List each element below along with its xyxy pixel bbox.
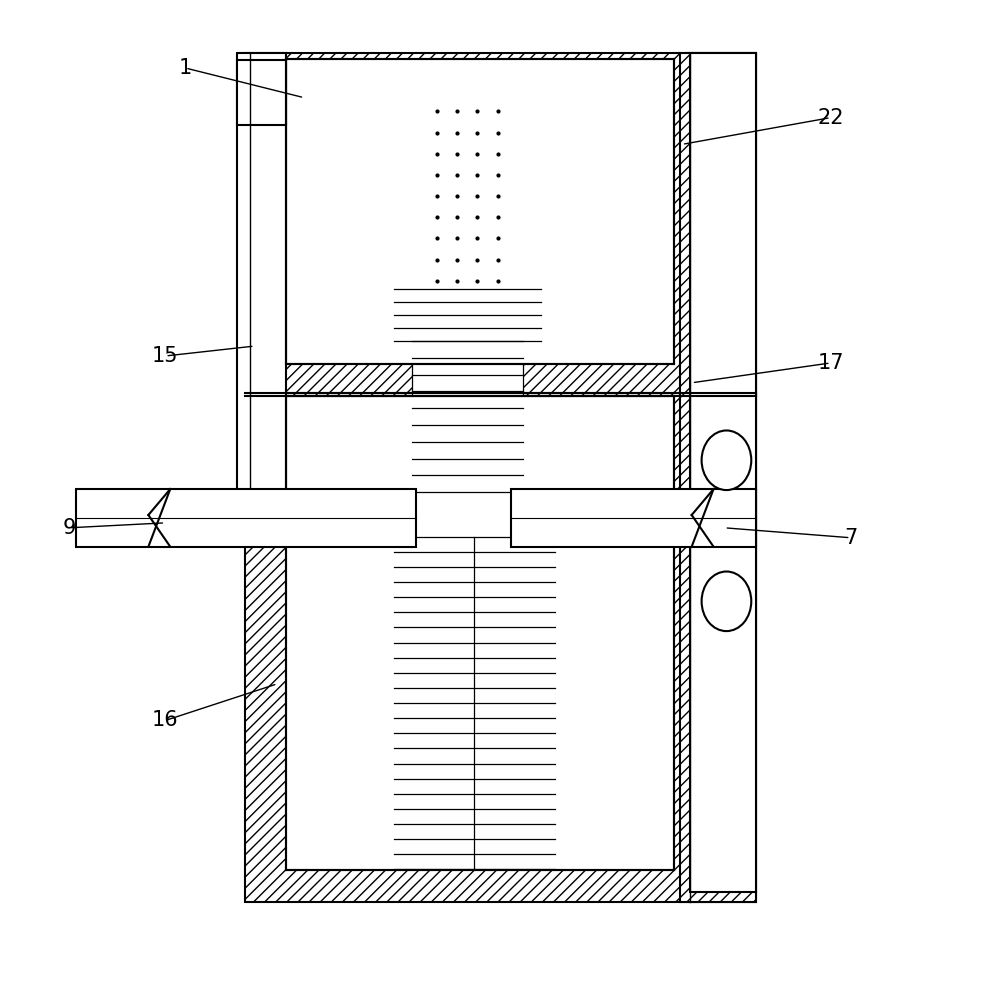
Text: 7: 7 bbox=[844, 528, 858, 548]
Bar bbox=[411, 341, 523, 492]
Text: 15: 15 bbox=[152, 346, 178, 366]
Bar bbox=[393, 289, 541, 341]
Text: 9: 9 bbox=[62, 518, 76, 538]
Bar bbox=[287, 396, 674, 870]
Bar bbox=[689, 53, 756, 892]
Bar bbox=[245, 53, 756, 396]
Bar bbox=[679, 53, 756, 902]
Ellipse shape bbox=[701, 430, 751, 490]
Bar bbox=[245, 393, 756, 902]
Bar bbox=[237, 60, 287, 125]
Ellipse shape bbox=[701, 572, 751, 631]
Bar bbox=[426, 101, 508, 291]
Text: 1: 1 bbox=[178, 58, 192, 78]
Text: 16: 16 bbox=[152, 710, 178, 730]
Bar bbox=[287, 59, 674, 364]
Bar bbox=[393, 537, 555, 869]
Text: 17: 17 bbox=[818, 353, 844, 373]
Bar bbox=[76, 489, 415, 547]
Text: 22: 22 bbox=[818, 108, 844, 128]
Bar bbox=[237, 53, 287, 538]
Bar bbox=[511, 489, 756, 547]
